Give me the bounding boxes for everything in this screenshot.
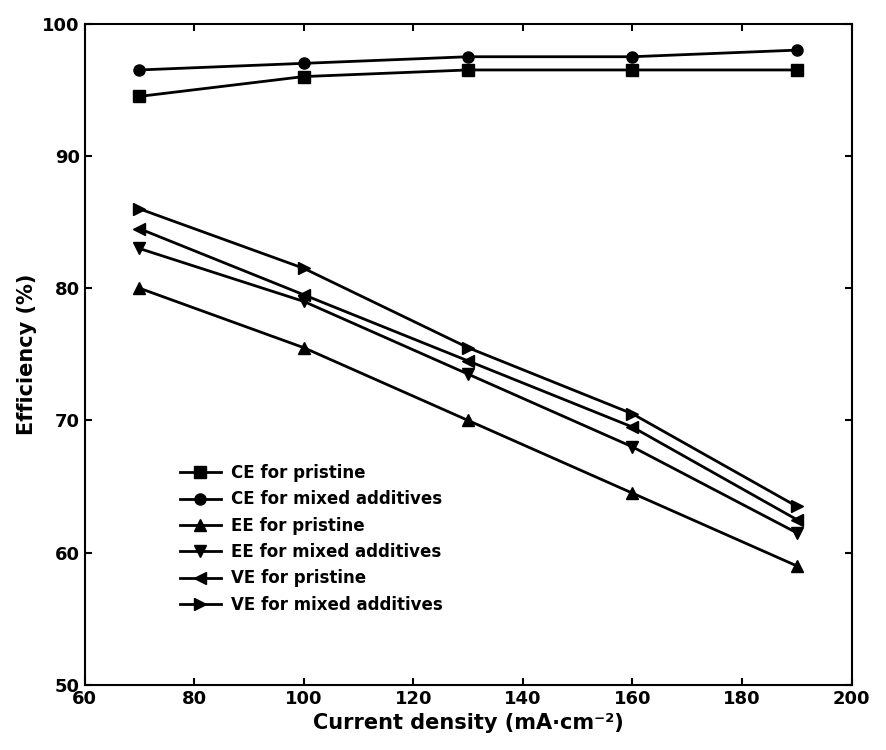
Line: EE for mixed additives: EE for mixed additives (134, 243, 802, 538)
Line: EE for pristine: EE for pristine (134, 283, 802, 572)
EE for mixed additives (790, 528, 801, 537)
EE for mixed additives (134, 244, 144, 253)
X-axis label: Current density (mA·cm⁻²): Current density (mA·cm⁻²) (313, 713, 623, 734)
EE for mixed additives (462, 370, 473, 379)
Line: VE for mixed additives: VE for mixed additives (134, 203, 802, 512)
CE for mixed additives (462, 53, 473, 62)
Legend: CE for pristine, CE for mixed additives, EE for pristine, EE for mixed additives: CE for pristine, CE for mixed additives,… (169, 454, 453, 624)
VE for pristine (462, 356, 473, 365)
VE for pristine (134, 224, 144, 233)
EE for pristine (298, 344, 308, 352)
CE for pristine (298, 72, 308, 81)
EE for pristine (134, 284, 144, 292)
VE for mixed additives (790, 502, 801, 511)
Line: CE for pristine: CE for pristine (134, 64, 802, 102)
CE for pristine (462, 65, 473, 74)
VE for mixed additives (462, 344, 473, 352)
CE for pristine (626, 65, 637, 74)
CE for pristine (790, 65, 801, 74)
VE for mixed additives (298, 264, 308, 273)
VE for mixed additives (134, 204, 144, 213)
Line: VE for pristine: VE for pristine (134, 223, 802, 525)
VE for pristine (626, 422, 637, 431)
VE for mixed additives (626, 410, 637, 419)
CE for mixed additives (790, 46, 801, 55)
VE for pristine (298, 290, 308, 299)
CE for pristine (134, 92, 144, 101)
Y-axis label: Efficiency (%): Efficiency (%) (17, 274, 36, 435)
CE for mixed additives (134, 65, 144, 74)
VE for pristine (790, 515, 801, 524)
EE for pristine (790, 562, 801, 571)
EE for pristine (626, 489, 637, 498)
CE for mixed additives (626, 53, 637, 62)
Line: CE for mixed additives: CE for mixed additives (134, 44, 802, 76)
EE for mixed additives (626, 442, 637, 452)
CE for mixed additives (298, 58, 308, 68)
EE for pristine (462, 416, 473, 425)
EE for mixed additives (298, 297, 308, 306)
